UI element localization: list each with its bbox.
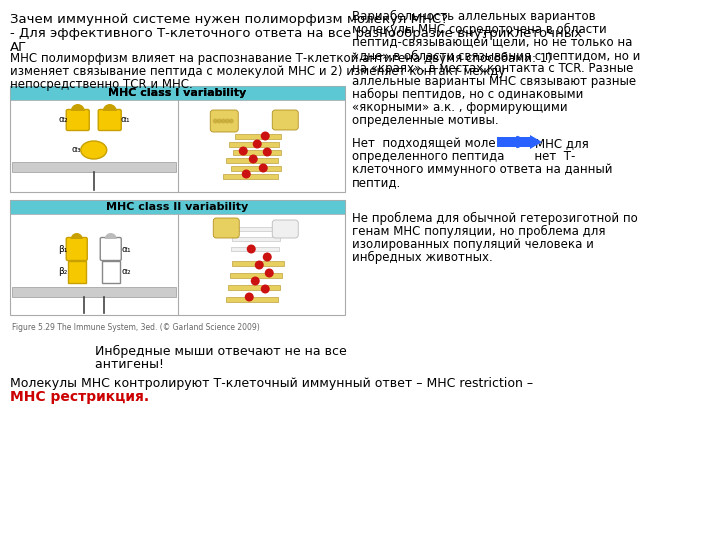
FancyArrow shape: [497, 135, 542, 149]
Text: определенные мотивы.: определенные мотивы.: [352, 114, 499, 127]
Circle shape: [265, 268, 274, 278]
Text: α₁: α₁: [121, 116, 130, 125]
Text: изолированных популяций человека и: изолированных популяций человека и: [352, 238, 594, 251]
Text: Инбредные мыши отвечают не на все: Инбредные мыши отвечают не на все: [75, 345, 347, 358]
FancyArrow shape: [233, 237, 280, 241]
Text: генам МНС популяции, но проблема для: генам МНС популяции, но проблема для: [352, 225, 606, 238]
Circle shape: [263, 253, 271, 261]
Text: пептид.: пептид.: [352, 176, 401, 189]
Text: β₁: β₁: [58, 245, 67, 253]
Text: α₂: α₂: [122, 267, 131, 276]
Text: «дне»,в области связывания с пептидом, но и: «дне»,в области связывания с пептидом, н…: [352, 49, 640, 62]
FancyBboxPatch shape: [272, 110, 298, 130]
Bar: [10, 200, 345, 315]
FancyArrow shape: [226, 158, 278, 163]
FancyBboxPatch shape: [66, 110, 89, 131]
Text: аллельные варианты МНС связывают разные: аллельные варианты МНС связывают разные: [352, 75, 636, 88]
FancyArrow shape: [235, 133, 282, 138]
Text: Figure 5.29 The Immune System, 3ed. (© Garland Science 2009): Figure 5.29 The Immune System, 3ed. (© G…: [12, 323, 260, 332]
Text: Нет  подходящей моле: Нет подходящей моле: [352, 137, 495, 150]
Circle shape: [248, 154, 258, 164]
Circle shape: [247, 245, 256, 253]
Bar: [10, 200, 345, 214]
Wedge shape: [103, 104, 117, 111]
Bar: [10, 86, 345, 100]
Text: МНС рестрикция.: МНС рестрикция.: [10, 390, 149, 404]
Text: Вариабельность аллельных вариантов: Вариабельность аллельных вариантов: [352, 10, 595, 23]
Text: α₃: α₃: [72, 145, 81, 154]
Bar: [68, 261, 86, 283]
Text: на «краях», в местах контакта с TCR. Разные: на «краях», в местах контакта с TCR. Раз…: [352, 62, 634, 75]
Circle shape: [261, 285, 270, 294]
Circle shape: [212, 118, 217, 124]
Circle shape: [225, 118, 230, 124]
FancyBboxPatch shape: [210, 110, 238, 132]
FancyArrow shape: [223, 173, 278, 179]
Ellipse shape: [81, 141, 107, 159]
Bar: [12, 162, 176, 172]
Text: определенного пептида        нет  Т-: определенного пептида нет Т-: [352, 150, 575, 163]
Circle shape: [245, 293, 253, 301]
Text: «якорными» а.к. , формирующими: «якорными» а.к. , формирующими: [352, 101, 567, 114]
FancyArrow shape: [231, 165, 282, 171]
Text: Не проблема для обычной гетерозиготной по: Не проблема для обычной гетерозиготной п…: [352, 212, 638, 225]
Wedge shape: [104, 233, 117, 239]
FancyArrow shape: [233, 227, 282, 231]
Circle shape: [242, 170, 251, 179]
Bar: [102, 261, 120, 283]
Bar: [10, 86, 345, 100]
FancyArrow shape: [228, 285, 280, 289]
Circle shape: [217, 118, 222, 124]
Text: MHC class I variability: MHC class I variability: [109, 88, 247, 98]
Text: АГ: АГ: [10, 41, 27, 54]
Bar: [12, 287, 176, 297]
FancyBboxPatch shape: [272, 220, 298, 238]
Text: Молекулы МНС контролируют Т-клеточный иммунный ответ – МНС restriction –: Молекулы МНС контролируют Т-клеточный им…: [10, 377, 533, 390]
Text: β₂: β₂: [58, 267, 67, 276]
Text: α₁: α₁: [122, 245, 131, 253]
Circle shape: [255, 260, 264, 269]
Text: α₂: α₂: [59, 116, 68, 125]
Text: инбредных животных.: инбредных животных.: [352, 251, 492, 264]
Text: Зачем иммунной системе нужен полиморфизм молекул МНС?: Зачем иммунной системе нужен полиморфизм…: [10, 13, 448, 26]
Text: антигены!: антигены!: [75, 358, 164, 371]
FancyArrow shape: [233, 260, 284, 266]
Circle shape: [261, 132, 270, 140]
FancyArrow shape: [233, 150, 282, 154]
FancyArrow shape: [230, 273, 282, 278]
FancyArrow shape: [229, 141, 279, 146]
Text: MHC class II variability: MHC class II variability: [107, 202, 248, 212]
FancyBboxPatch shape: [66, 238, 87, 260]
Text: изменяет связывание пептида с молекулой МНС и 2) изменяет контакт между: изменяет связывание пептида с молекулой …: [10, 65, 505, 78]
FancyArrow shape: [231, 247, 279, 251]
Text: МНС полиморфизм влияет на распознавание Т-клеткой антигена двумя способами: 1): МНС полиморфизм влияет на распознавание …: [10, 52, 552, 65]
Circle shape: [253, 139, 262, 148]
Text: - Для эффективного Т-клеточного ответа на все разнообразие внутриклеточных: - Для эффективного Т-клеточного ответа н…: [10, 27, 582, 40]
Text: пептид-связывающей щели, но не только на: пептид-связывающей щели, но не только на: [352, 36, 632, 49]
FancyBboxPatch shape: [98, 110, 121, 131]
Circle shape: [229, 118, 234, 124]
Text: клеточного иммунного ответа на данный: клеточного иммунного ответа на данный: [352, 163, 613, 176]
Text: MHC class I variability: MHC class I variability: [109, 88, 247, 98]
Wedge shape: [71, 104, 85, 111]
FancyArrow shape: [226, 296, 278, 301]
Circle shape: [251, 276, 260, 286]
Circle shape: [239, 146, 248, 156]
Text: непосредственно ТСR и МНС.: непосредственно ТСR и МНС.: [10, 78, 193, 91]
FancyBboxPatch shape: [100, 238, 121, 260]
Circle shape: [263, 147, 271, 157]
Text: наборы пептидов, но с одинаковыми: наборы пептидов, но с одинаковыми: [352, 88, 583, 101]
Text: МНС для: МНС для: [535, 137, 589, 150]
Wedge shape: [71, 233, 83, 239]
FancyBboxPatch shape: [213, 218, 239, 238]
Circle shape: [221, 118, 226, 124]
Circle shape: [258, 164, 268, 172]
Bar: [10, 86, 345, 192]
Text: молекулы МНС сосредоточена в области: молекулы МНС сосредоточена в области: [352, 23, 607, 36]
